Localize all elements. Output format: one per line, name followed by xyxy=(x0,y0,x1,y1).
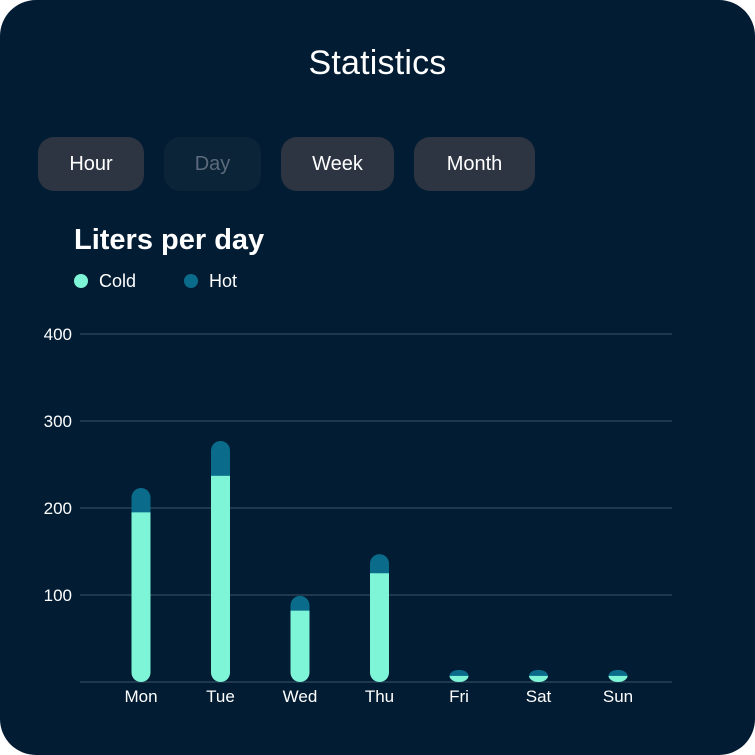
bar-cold-fri xyxy=(449,675,469,682)
bar-hot-sun xyxy=(608,669,628,677)
y-tick-label: 300 xyxy=(44,412,72,431)
y-tick-label: 100 xyxy=(44,586,72,605)
bar-cold-tue xyxy=(211,475,230,682)
page-title: Statistics xyxy=(308,44,447,82)
y-tick-label: 400 xyxy=(44,325,72,344)
bar-stack-sat xyxy=(529,669,548,682)
y-tick-label: 200 xyxy=(44,499,72,518)
x-tick-label: Sat xyxy=(526,687,552,706)
tab-month[interactable]: Month xyxy=(414,137,535,191)
bar-cold-thu xyxy=(370,573,389,682)
tab-week[interactable]: Week xyxy=(281,137,394,191)
bar-cold-sun xyxy=(608,675,628,682)
bar-cold-wed xyxy=(290,610,310,682)
legend-label-cold: Cold xyxy=(99,270,137,291)
tab-hour[interactable]: Hour xyxy=(38,137,144,191)
tab-day[interactable]: Day xyxy=(164,137,261,191)
bar-stack-fri xyxy=(449,669,469,682)
x-tick-label: Sun xyxy=(603,687,633,706)
bar-hot-fri xyxy=(449,669,469,677)
bar-hot-wed xyxy=(290,595,310,612)
bar-stack-tue xyxy=(211,441,230,682)
bar-hot-tue xyxy=(211,441,230,477)
x-tick-label: Wed xyxy=(283,687,318,706)
legend-item-cold: Cold xyxy=(74,270,136,292)
bar-cold-sat xyxy=(529,675,548,682)
bar-cold-mon xyxy=(131,512,151,682)
legend-item-hot: Hot xyxy=(184,270,237,292)
bar-hot-mon xyxy=(131,487,151,514)
bar-hot-thu xyxy=(370,554,389,575)
x-tick-label: Thu xyxy=(365,687,394,706)
bar-stack-thu xyxy=(370,554,389,682)
x-tick-label: Fri xyxy=(449,687,469,706)
legend-label-hot: Hot xyxy=(209,270,238,291)
bar-stack-sun xyxy=(608,669,628,682)
x-tick-label: Mon xyxy=(124,687,157,706)
bar-hot-sat xyxy=(529,669,548,677)
x-tick-label: Tue xyxy=(206,687,235,706)
legend-swatch-hot xyxy=(184,274,198,288)
bar-stack-wed xyxy=(290,595,310,682)
bar-stack-mon xyxy=(131,487,151,682)
legend-swatch-cold xyxy=(74,274,88,288)
chart-title: Liters per day xyxy=(74,224,265,256)
